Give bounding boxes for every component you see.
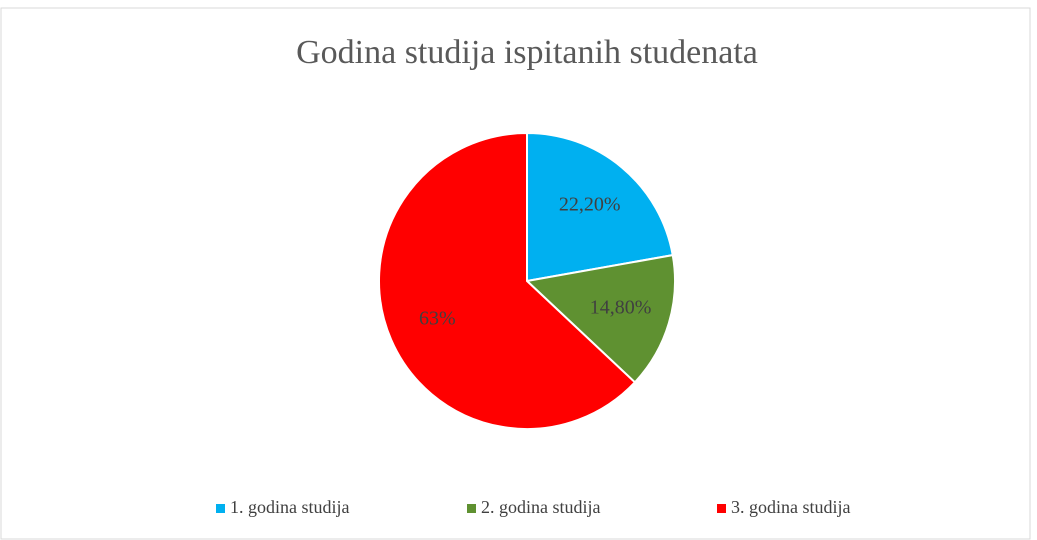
legend-label: 2. godina studija: [481, 497, 601, 517]
pie-slice: [378, 131, 637, 430]
chart-title: Godina studija ispitanih studenata: [296, 34, 758, 71]
data-label: 14,80%: [590, 296, 652, 318]
legend-label: 3. godina studija: [731, 497, 851, 517]
data-label: 63%: [419, 307, 456, 329]
pie-slice: [526, 131, 674, 283]
pie-slice: [524, 253, 676, 384]
legend-swatch: [717, 504, 726, 513]
data-label: 22,20%: [559, 194, 621, 216]
legend-label: 1. godina studija: [230, 497, 350, 517]
legend-swatch: [216, 504, 225, 513]
legend-swatch: [467, 504, 476, 513]
